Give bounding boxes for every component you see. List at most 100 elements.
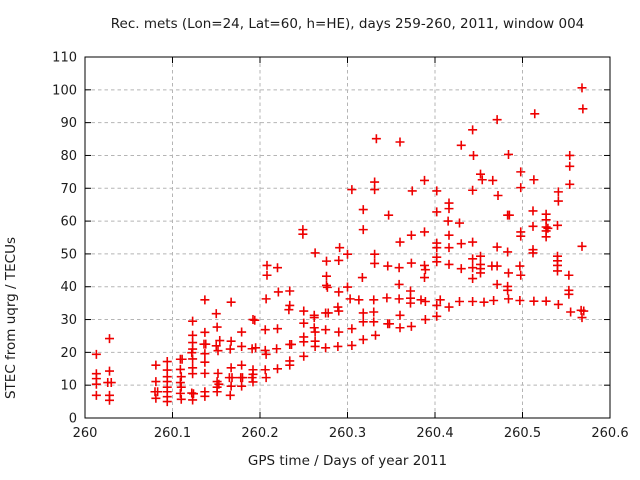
data-point-marker	[175, 378, 185, 388]
data-point-marker	[226, 381, 236, 391]
data-point-marker	[358, 308, 368, 318]
data-point-marker	[577, 241, 587, 251]
data-point-marker	[260, 345, 270, 355]
x-tick-label: 260.6	[591, 426, 628, 441]
chart-title: Rec. mets (Lon=24, Lat=60, h=HE), days 2…	[110, 16, 585, 32]
data-point-marker	[468, 296, 478, 306]
data-point-marker	[407, 186, 417, 196]
x-tick-label: 260.5	[504, 426, 541, 441]
data-point-marker	[226, 363, 236, 373]
data-point-marker	[406, 258, 416, 268]
data-point-marker	[503, 285, 513, 295]
data-point-marker	[212, 387, 222, 397]
data-point-marker	[299, 306, 309, 316]
y-tick-label: 20	[60, 346, 77, 361]
data-point-marker	[529, 175, 539, 185]
data-point-marker	[343, 282, 352, 292]
data-point-marker	[226, 336, 236, 346]
data-point-marker	[250, 315, 260, 325]
data-point-marker	[553, 299, 563, 309]
data-point-marker	[370, 177, 380, 187]
data-point-marker	[175, 388, 185, 398]
data-point-marker	[477, 175, 487, 185]
data-point-marker	[504, 210, 514, 220]
data-point-marker	[310, 341, 320, 351]
data-point-marker	[260, 365, 270, 375]
data-point-marker	[227, 373, 237, 383]
data-point-marker	[322, 271, 331, 281]
data-point-marker	[476, 169, 485, 179]
x-tick-label: 260	[73, 426, 98, 441]
y-tick-label: 0	[69, 412, 77, 427]
data-point-marker	[530, 109, 540, 119]
data-point-marker	[188, 395, 198, 405]
data-point-marker	[237, 327, 247, 337]
data-point-marker	[358, 335, 368, 345]
data-point-marker	[382, 293, 392, 303]
x-tick-label: 260.2	[241, 426, 278, 441]
data-point-marker	[261, 349, 271, 359]
data-point-marker	[432, 300, 442, 310]
data-point-marker	[323, 308, 333, 318]
data-point-marker	[395, 237, 405, 247]
y-tick-label: 80	[60, 149, 77, 164]
data-point-marker	[285, 286, 295, 296]
data-point-marker	[248, 377, 258, 387]
data-point-marker	[435, 295, 445, 305]
data-point-marker	[226, 297, 236, 307]
data-point-marker	[385, 319, 394, 329]
data-point-marker	[225, 390, 235, 400]
data-point-marker	[432, 311, 442, 321]
data-point-marker	[176, 394, 186, 404]
data-point-marker	[370, 249, 380, 259]
data-point-marker	[225, 344, 235, 354]
data-point-marker	[420, 175, 429, 185]
data-point-marker	[354, 295, 364, 305]
data-point-marker	[479, 297, 489, 307]
data-point-marker	[455, 218, 464, 228]
data-point-marker	[105, 366, 114, 376]
data-point-marker	[455, 296, 464, 306]
data-point-marker	[504, 268, 513, 278]
data-point-marker	[200, 368, 210, 378]
data-point-marker	[456, 239, 466, 249]
data-point-marker	[273, 287, 283, 297]
data-point-marker	[553, 187, 563, 197]
data-point-marker	[553, 266, 562, 276]
data-point-marker	[200, 327, 210, 337]
data-point-marker	[528, 248, 538, 258]
data-point-marker	[153, 387, 163, 397]
data-point-marker	[106, 378, 116, 388]
data-point-marker	[238, 373, 247, 383]
data-point-marker	[476, 268, 485, 278]
data-point-marker	[516, 183, 526, 193]
data-point-marker	[370, 185, 380, 195]
data-point-marker	[468, 237, 478, 247]
data-point-marker	[334, 327, 344, 337]
data-point-marker	[406, 230, 416, 240]
data-point-marker	[358, 225, 368, 235]
data-point-marker	[211, 341, 221, 351]
data-point-marker	[151, 393, 161, 403]
data-point-marker	[175, 364, 185, 374]
data-point-marker	[200, 295, 210, 305]
x-tick-label: 260.4	[416, 426, 453, 441]
data-point-marker	[432, 186, 442, 196]
data-point-marker	[322, 282, 332, 292]
data-point-marker	[189, 389, 198, 399]
data-point-marker	[285, 300, 295, 310]
x-tick-label: 260.1	[154, 426, 191, 441]
data-point-marker	[334, 306, 344, 316]
data-point-marker	[468, 125, 478, 135]
data-point-marker	[262, 260, 272, 270]
data-point-marker	[345, 294, 355, 304]
data-point-marker	[273, 364, 282, 374]
data-point-marker	[444, 230, 454, 240]
data-point-marker	[200, 349, 210, 359]
data-point-marker	[299, 337, 309, 347]
data-point-marker	[528, 206, 538, 216]
data-point-marker	[176, 372, 186, 382]
data-point-marker	[212, 322, 222, 332]
